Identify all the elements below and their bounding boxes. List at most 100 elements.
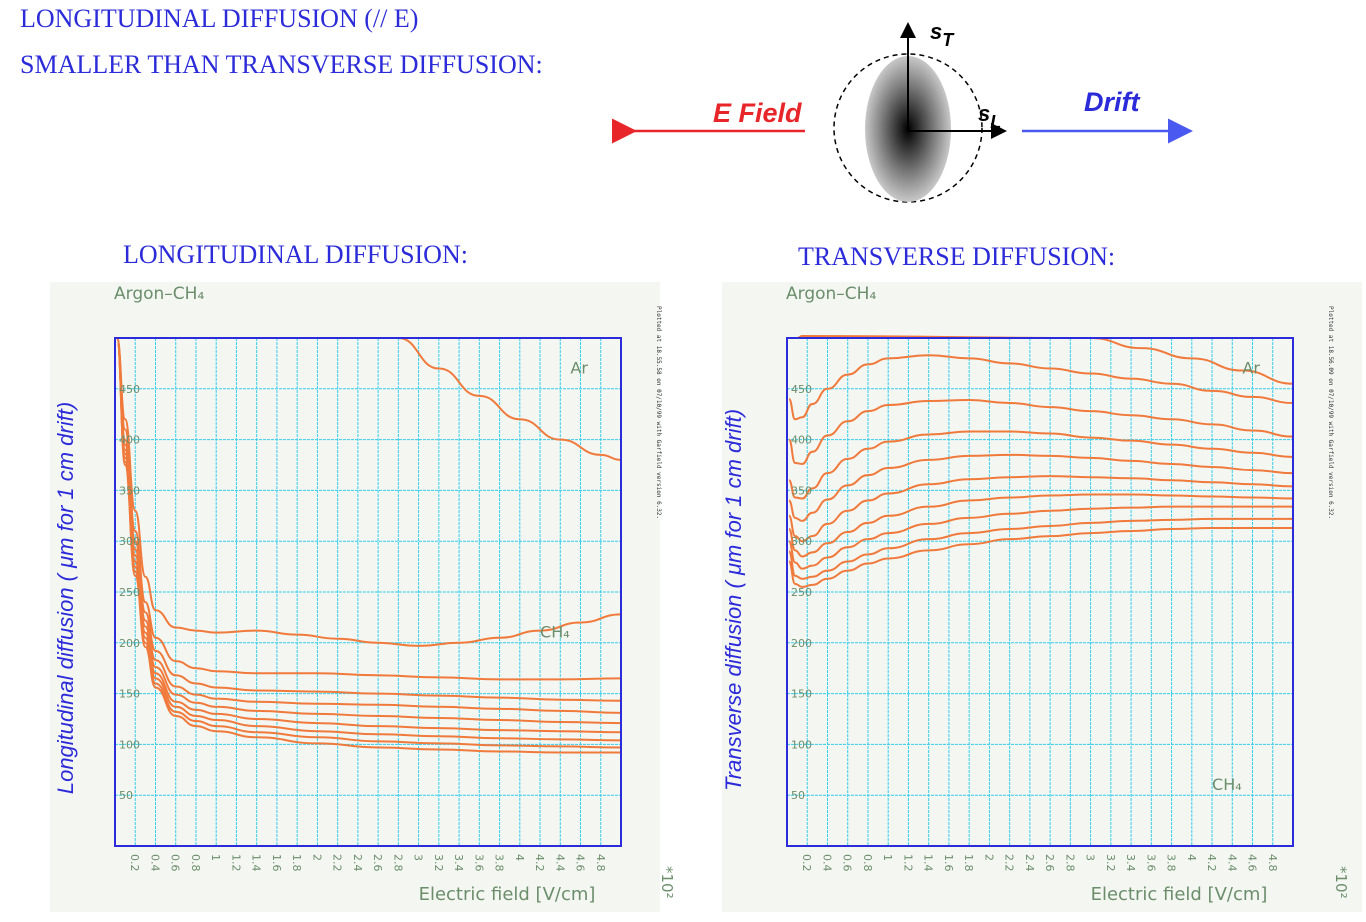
annotation-label: Ar <box>1242 359 1260 378</box>
x-tick-label: 3.4 <box>1124 854 1137 872</box>
x-tick-label: 3 <box>412 854 425 861</box>
x-tick-label: 4.2 <box>1205 854 1218 872</box>
y-tick-label: 100 <box>119 738 140 751</box>
x-tick-label: 4.8 <box>594 854 607 872</box>
dashed-circle <box>833 53 983 203</box>
x-tick-label: 0.8 <box>861 854 874 872</box>
x-tick-label: 0.8 <box>189 854 202 872</box>
y-tick-label: 150 <box>791 688 812 701</box>
x-multiplier: *10² <box>1332 866 1350 899</box>
series-line-7 <box>788 493 1294 558</box>
series-line-9 <box>788 517 1293 580</box>
x-tick-label: 1 <box>881 854 894 861</box>
x-tick-label: 0.6 <box>841 854 854 872</box>
x-tick-label: 0.2 <box>128 854 141 872</box>
x-tick-label: 2 <box>982 854 995 861</box>
y-axis-label: Longitudinal diffusion ( μm for 1 cm dri… <box>53 402 78 794</box>
series-line-5 <box>116 337 622 714</box>
x-axis-label: Electric field [V/cm] <box>419 884 596 905</box>
x-multiplier: *10² <box>658 866 676 899</box>
y-tick-label: 200 <box>791 637 812 650</box>
header-line-2: SMALLER THAN TRANSVERSE DIFFUSION: <box>20 50 543 79</box>
series-line-2 <box>788 354 1294 421</box>
x-tick-label: 3.6 <box>472 854 485 872</box>
series-line-3 <box>788 398 1294 465</box>
header-line-1: LONGITUDINAL DIFFUSION (// E) <box>20 4 419 33</box>
x-tick-label: 4 <box>1185 854 1198 861</box>
y-tick-label: 250 <box>791 586 812 599</box>
x-tick-label: 0.6 <box>169 854 182 872</box>
y-tick-label: 300 <box>119 535 140 548</box>
x-tick-label: 3.2 <box>1104 854 1117 872</box>
series-line-10 <box>116 337 621 754</box>
x-tick-label: 3.2 <box>432 854 445 872</box>
x-tick-label: 2.4 <box>1023 854 1036 872</box>
x-tick-label: 0.2 <box>800 854 813 872</box>
sigma-t-label: sT <box>930 19 955 50</box>
x-tick-label: 1 <box>209 854 222 861</box>
x-tick-label: 0.4 <box>820 854 833 872</box>
drift-label: Drift <box>1084 87 1140 117</box>
y-tick-labels: 50 100 150 200 250 300 350 400 450 <box>791 383 812 802</box>
x-tick-label: 2 <box>310 854 323 861</box>
grid <box>787 338 1293 846</box>
series-line-9 <box>116 337 622 749</box>
x-tick-label: 3.4 <box>452 854 465 872</box>
y-tick-label: 200 <box>119 637 140 650</box>
y-axis-label: Transverse diffusion ( μm for 1 cm drift… <box>721 409 746 791</box>
x-tick-labels: 0.2 0.4 0.6 0.8 1 1.2 1.4 1.6 1.8 2 2.2 2.4 2.6 2.8 3 3… <box>128 854 607 872</box>
x-tick-label: 3.6 <box>1144 854 1157 872</box>
plot-frame <box>114 337 622 847</box>
x-tick-label: 2.6 <box>371 854 384 872</box>
series-line-5 <box>788 453 1294 522</box>
x-tick-label: 2.2 <box>1003 854 1016 872</box>
y-tick-label: 50 <box>791 789 805 802</box>
x-tick-label: 2.8 <box>391 854 404 872</box>
y-tick-label: 400 <box>119 434 140 447</box>
x-tick-label: 3.8 <box>1165 854 1178 872</box>
y-tick-label: 400 <box>791 434 812 447</box>
chart-subtitle: Argon–CH₄ <box>786 284 876 304</box>
series-line-6 <box>788 475 1294 543</box>
plot-frame <box>786 337 1294 847</box>
chart-subtitle: Argon–CH₄ <box>114 284 204 304</box>
series-group <box>116 337 622 754</box>
x-tick-label: 1.2 <box>901 854 914 872</box>
x-tick-label: 4 <box>513 854 526 861</box>
y-tick-label: 100 <box>791 738 812 751</box>
x-tick-labels: 0.2 0.4 0.6 0.8 1 1.2 1.4 1.6 1.8 2 2.2 2.4 2.6 2.8 3 3… <box>800 854 1279 872</box>
series-line-6 <box>116 337 622 725</box>
annotations: Ar CH₄ <box>540 359 588 642</box>
x-tick-label: 4.4 <box>1225 854 1238 872</box>
side-note: Plotted at 18.55.58 on 07/10/99 with Gar… <box>655 306 662 519</box>
y-tick-label: 150 <box>119 688 140 701</box>
chart-longitudinal: Argon–CH₄ Longitudinal diffusion ( μm fo… <box>50 282 676 912</box>
x-tick-label: 1.4 <box>922 854 935 872</box>
x-tick-label: 1.4 <box>250 854 263 872</box>
x-tick-label: 3 <box>1084 854 1097 861</box>
annotation-label: CH₄ <box>1212 775 1242 794</box>
y-tick-labels: 50 100 150 200 250 300 350 400 450 <box>119 383 140 802</box>
x-tick-label: 1.6 <box>942 854 955 872</box>
x-axis-label: Electric field [V/cm] <box>1091 884 1268 905</box>
plot-background <box>722 282 1362 912</box>
x-tick-label: 2.4 <box>351 854 364 872</box>
y-tick-label: 300 <box>791 535 812 548</box>
series-line-3 <box>116 337 622 681</box>
x-tick-label: 1.8 <box>290 854 303 872</box>
series-line-2 <box>116 337 622 647</box>
x-tick-label: 4.2 <box>533 854 546 872</box>
sigma-l-label: sL <box>978 101 1001 132</box>
x-tick-label: 2.8 <box>1063 854 1076 872</box>
x-tick-label: 1.2 <box>229 854 242 872</box>
chart-transverse: Argon–CH₄ Transverse diffusion ( μm for … <box>721 282 1362 912</box>
y-tick-label: 350 <box>791 484 812 497</box>
annotation-label: Ar <box>570 359 588 378</box>
y-tick-label: 450 <box>791 383 812 396</box>
x-tick-label: 2.2 <box>331 854 344 872</box>
x-tick-label: 3.8 <box>493 854 506 872</box>
x-tick-label: 4.6 <box>1246 854 1259 872</box>
y-tick-label: 50 <box>119 789 133 802</box>
y-tick-label: 350 <box>119 484 140 497</box>
